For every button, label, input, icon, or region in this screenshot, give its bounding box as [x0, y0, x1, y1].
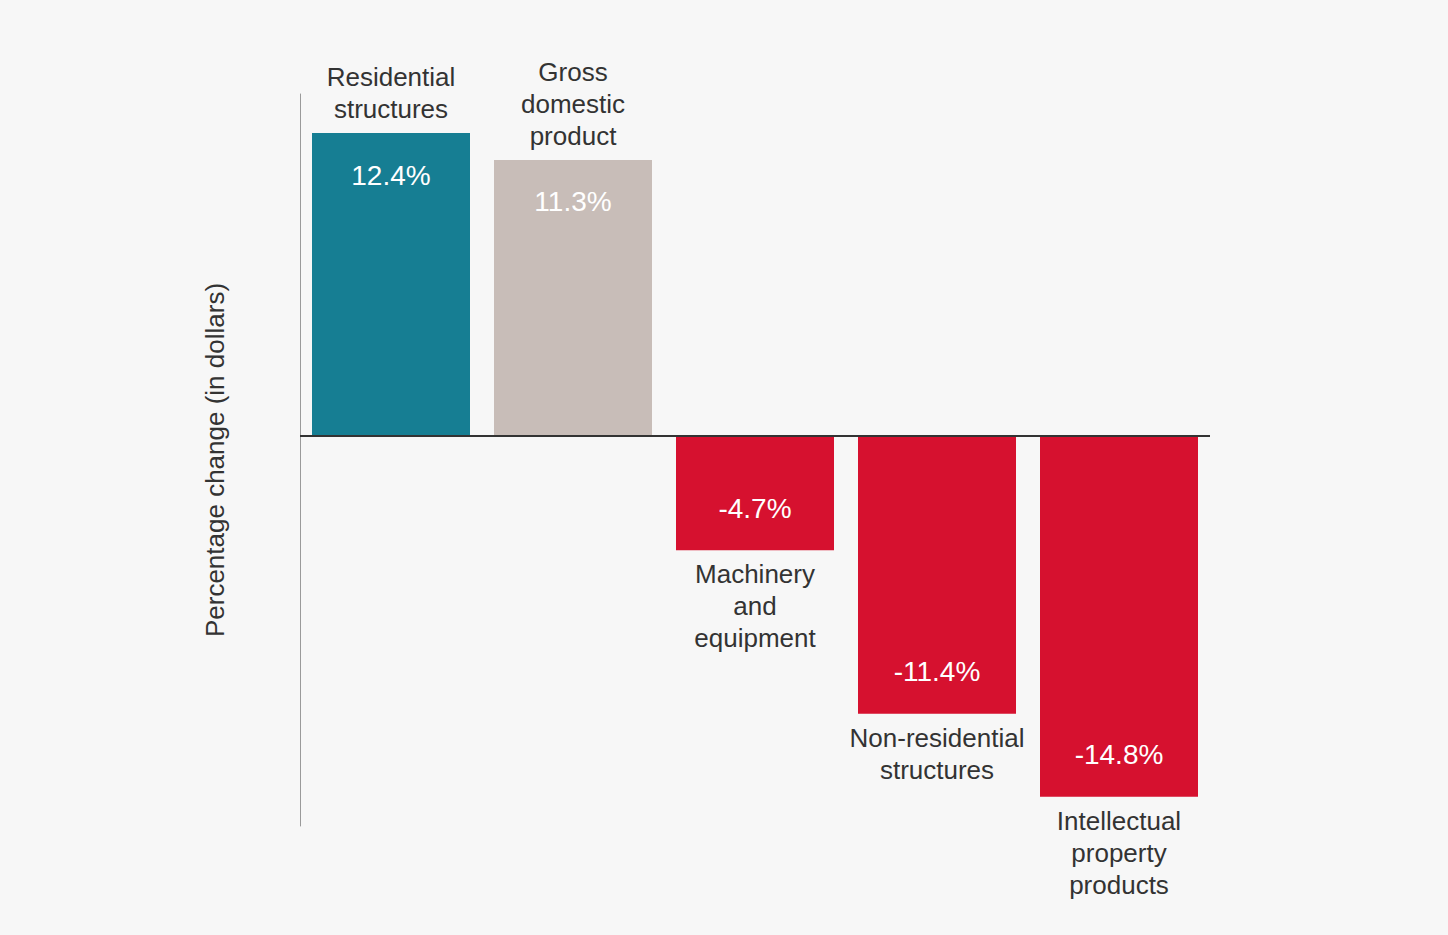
- svg-text:Gross: Gross: [538, 57, 607, 87]
- svg-text:-4.7%: -4.7%: [718, 493, 791, 524]
- svg-text:structures: structures: [880, 755, 994, 785]
- svg-text:11.3%: 11.3%: [534, 186, 611, 217]
- svg-text:Percentage change (in dollars): Percentage change (in dollars): [200, 283, 230, 637]
- svg-text:-14.8%: -14.8%: [1075, 739, 1164, 770]
- svg-text:domestic: domestic: [521, 89, 625, 119]
- svg-text:structures: structures: [334, 94, 448, 124]
- svg-text:products: products: [1069, 870, 1169, 900]
- svg-text:Residential: Residential: [327, 62, 456, 92]
- svg-text:Non-residential: Non-residential: [850, 723, 1025, 753]
- svg-text:Intellectual: Intellectual: [1057, 806, 1181, 836]
- svg-text:and: and: [733, 591, 776, 621]
- svg-text:-11.4%: -11.4%: [894, 656, 981, 687]
- svg-text:12.4%: 12.4%: [351, 160, 430, 191]
- svg-text:property: property: [1071, 838, 1166, 868]
- svg-text:product: product: [530, 121, 617, 151]
- svg-text:Machinery: Machinery: [695, 559, 815, 589]
- svg-text:equipment: equipment: [694, 623, 816, 653]
